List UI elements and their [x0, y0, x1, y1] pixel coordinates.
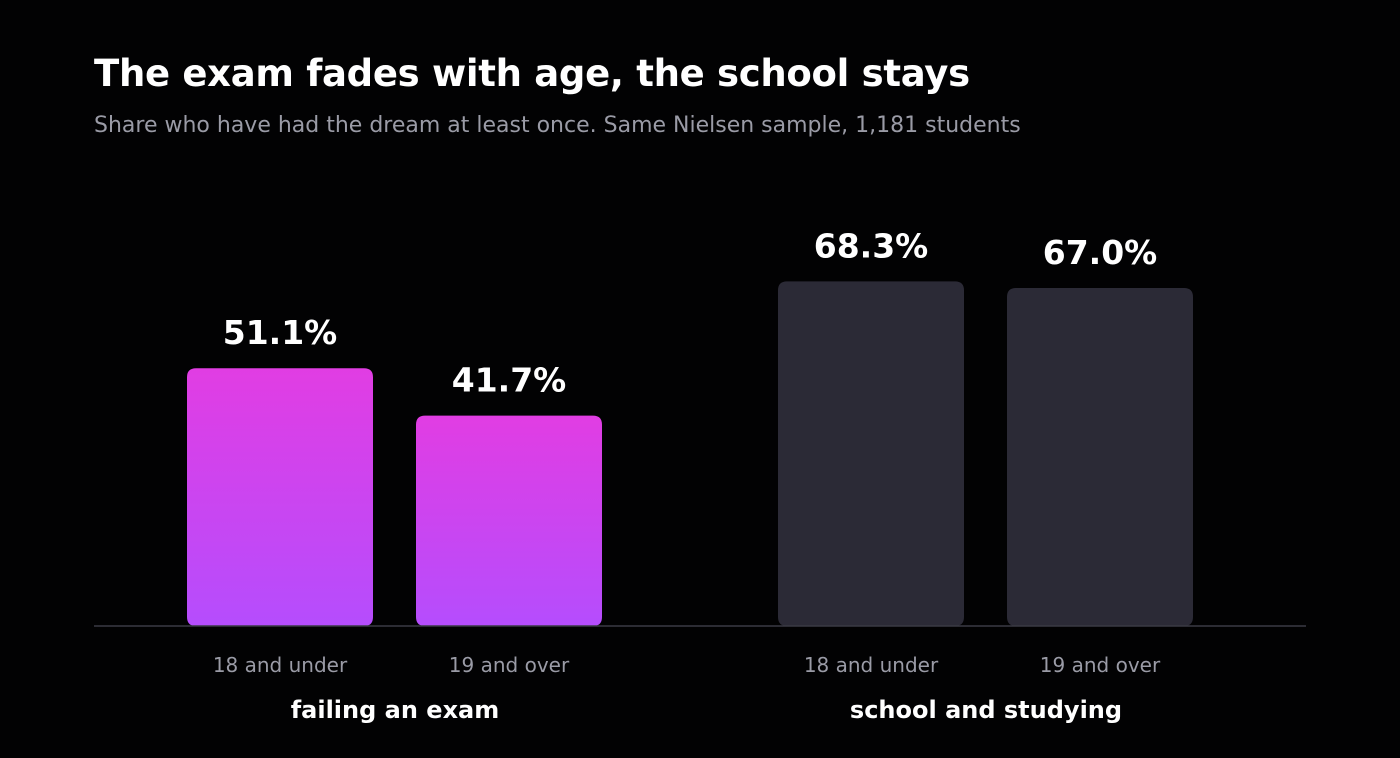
tick-label-school-and-studying-19-and-over: 19 and over	[1040, 653, 1161, 677]
labels-layer: 51.1% 18 and under 41.7% 19 and over failing…	[213, 226, 1161, 724]
bar-school-and-studying-18-and-under	[778, 281, 964, 626]
chart-title: The exam fades with age, the school stay…	[94, 52, 970, 95]
bar-failing-an-exam-19-and-over	[416, 415, 602, 626]
tick-label-failing-an-exam-19-and-over: 19 and over	[449, 653, 570, 677]
tick-label-school-and-studying-18-and-under: 18 and under	[804, 653, 939, 677]
value-label-failing-an-exam-19-and-over: 41.7%	[452, 361, 567, 400]
chart-subtitle: Share who have had the dream at least on…	[94, 113, 1021, 138]
bar-failing-an-exam-18-and-under	[187, 368, 373, 626]
bar-school-and-studying-19-and-over	[1007, 287, 1193, 626]
value-label-school-and-studying-19-and-over: 67.0%	[1043, 233, 1158, 272]
tick-label-failing-an-exam-18-and-under: 18 and under	[213, 653, 348, 677]
group-label-failing-an-exam: failing an exam	[291, 696, 500, 724]
bars-layer	[187, 281, 1193, 626]
value-label-failing-an-exam-18-and-under: 51.1%	[223, 313, 338, 352]
group-label-school-and-studying: school and studying	[850, 696, 1122, 724]
value-label-school-and-studying-18-and-under: 68.3%	[814, 226, 929, 265]
